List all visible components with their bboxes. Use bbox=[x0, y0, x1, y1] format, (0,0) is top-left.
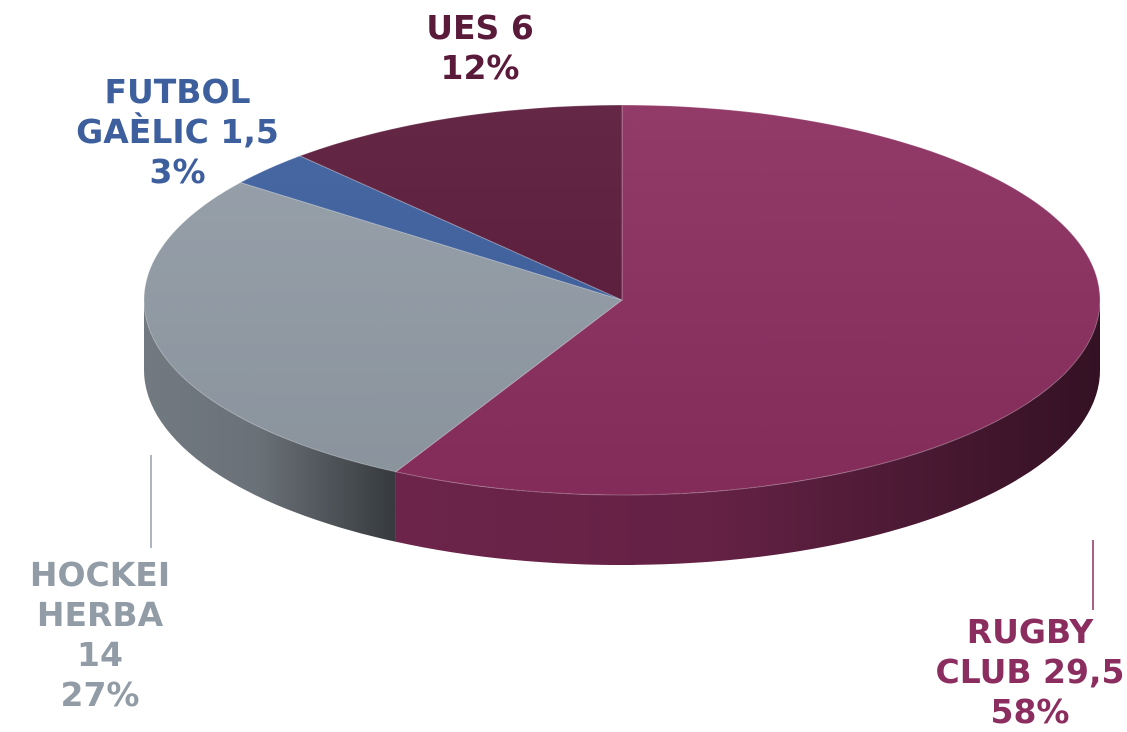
slice-label-rugby-club: RUGBY CLUB 29,5 58% bbox=[935, 612, 1125, 731]
slice-label-hockei-herba: HOCKEI HERBA 14 27% bbox=[29, 555, 171, 714]
slice-label-ues: UES 6 12% bbox=[426, 8, 534, 87]
pie-top-shading bbox=[144, 105, 1100, 495]
slice-label-futbol-gaelic: FUTBOL GAÈLIC 1,5 3% bbox=[76, 72, 279, 191]
pie-side-shade-rugby-club bbox=[395, 300, 1100, 565]
pie-side-shade-hockei-herba bbox=[144, 300, 396, 542]
